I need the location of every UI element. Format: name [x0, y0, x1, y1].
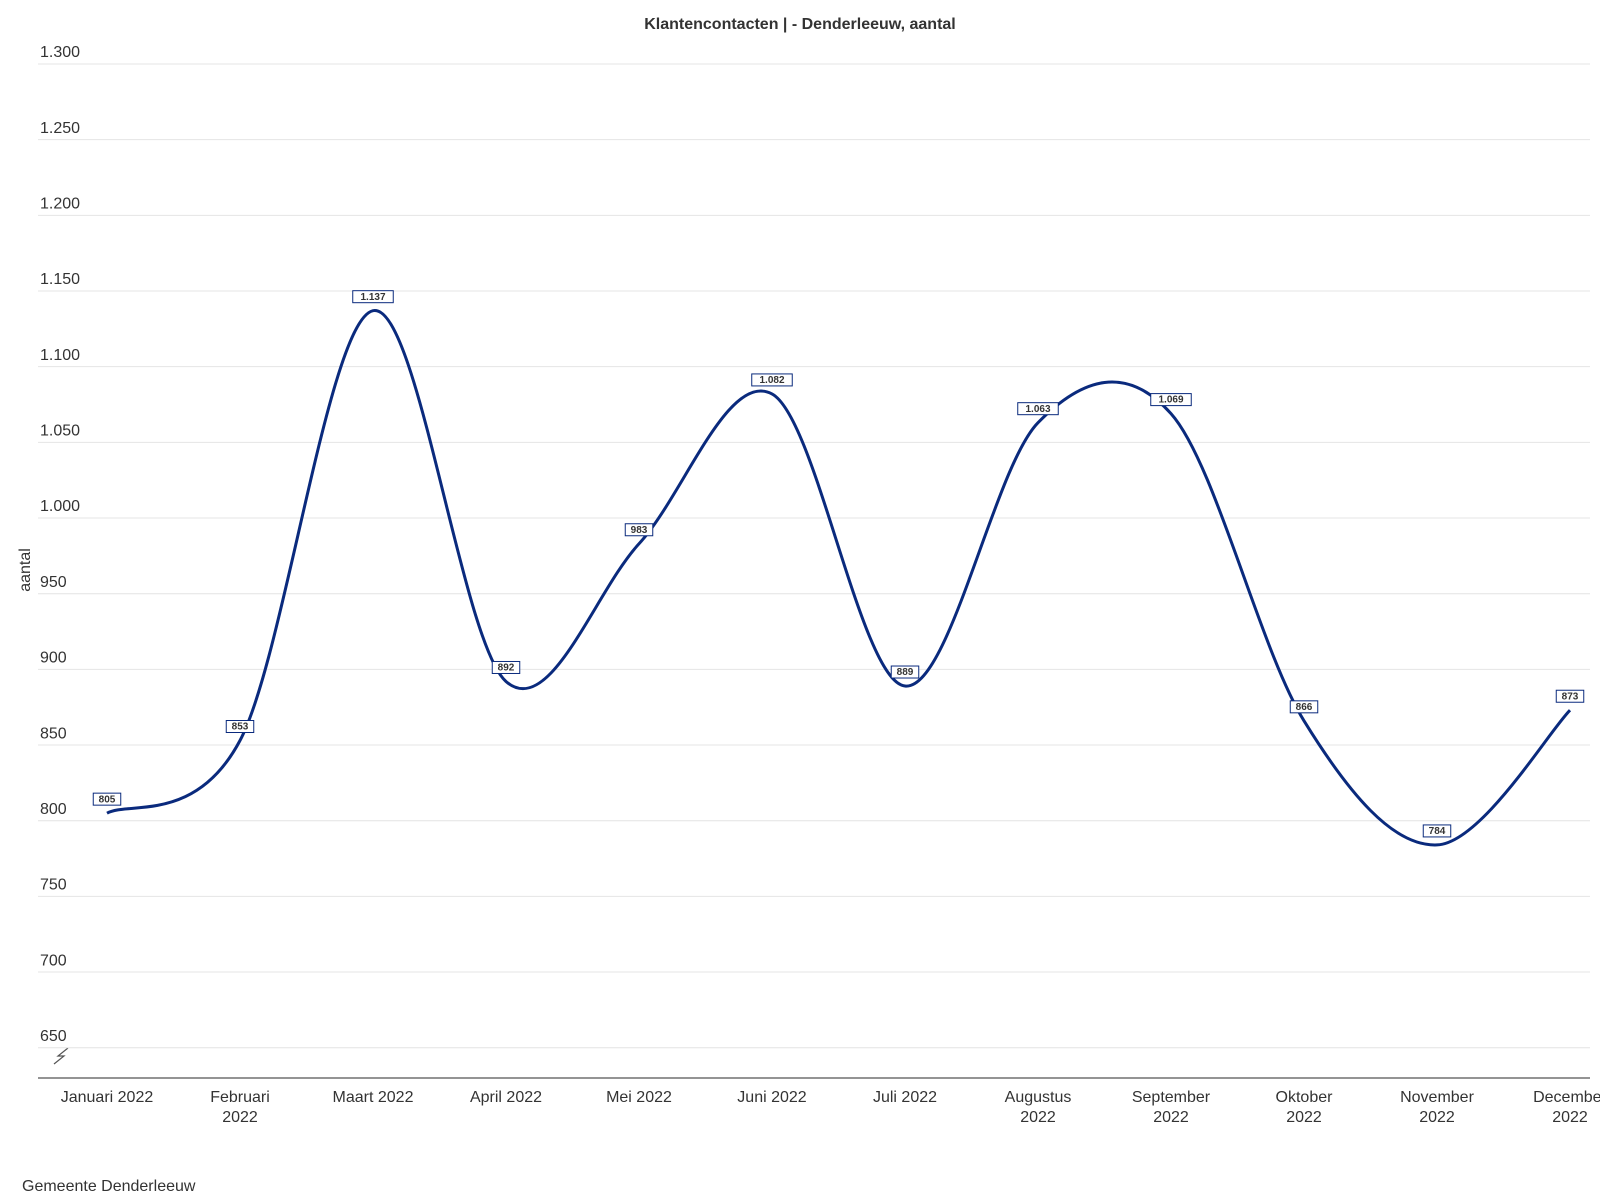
y-tick-label: 650: [40, 1028, 67, 1045]
y-tick-label: 800: [40, 801, 67, 818]
data-label: 873: [1562, 691, 1579, 702]
y-tick-label: 1.150: [40, 271, 80, 288]
x-tick-label: Mei 2022: [606, 1089, 672, 1106]
data-label: 866: [1296, 702, 1313, 713]
x-tick-label: Augustus 2022: [1004, 1089, 1072, 1126]
data-label-box: [491, 660, 521, 674]
data-label-box: [890, 665, 920, 679]
x-tick-label: Juli 2022: [872, 1089, 938, 1106]
data-label: 892: [498, 663, 515, 674]
x-tick-label: November 2022: [1400, 1089, 1474, 1126]
x-tick-label: Februari 2022: [210, 1089, 270, 1126]
y-tick-label: 1.250: [40, 120, 80, 137]
data-label: 853: [232, 722, 249, 733]
data-label-box: [92, 792, 122, 806]
data-label-box: [1150, 393, 1192, 407]
x-tick-label: April 2022: [469, 1089, 543, 1106]
line: [106, 309, 1572, 847]
axis-break: [53, 1047, 69, 1065]
data-label: 1.063: [1025, 404, 1050, 415]
data-label: 805: [99, 794, 116, 805]
x-tick-label: Juni 2022: [737, 1089, 807, 1106]
data-label-box: [1422, 824, 1452, 838]
x-tick-label: Januari 2022: [60, 1089, 154, 1106]
y-tick-label: 850: [40, 725, 67, 742]
y-tick-label: 950: [40, 574, 67, 591]
data-label-box: [1555, 689, 1585, 703]
y-tick-label: 700: [40, 952, 67, 969]
data-label-box: [624, 523, 654, 537]
y-tick-label: 1.200: [40, 196, 80, 213]
x-tick-label: September 2022: [1131, 1089, 1211, 1126]
x-tick-label: Maart 2022: [332, 1089, 414, 1106]
y-tick-label: 900: [40, 650, 67, 667]
x-tick-label: Oktober 2022: [1275, 1089, 1333, 1126]
x-tick-label: December 2022: [1533, 1089, 1600, 1126]
data-label-box: [1289, 700, 1319, 714]
data-label: 1.069: [1158, 395, 1183, 406]
y-tick-label: 1.050: [40, 423, 80, 440]
data-label-box: [1017, 402, 1059, 416]
source: Gemeente Denderleeuw: [22, 1178, 196, 1195]
data-label-box: [225, 720, 255, 734]
y-tick-label: 1.000: [40, 498, 80, 515]
y-tick-label: 1.100: [40, 347, 80, 364]
data-label-box: [352, 290, 394, 304]
chart-title: Klantencontacten | - Denderleeuw, aantal: [644, 16, 956, 33]
data-label: 1.082: [759, 375, 784, 386]
data-label: 1.137: [360, 292, 385, 303]
y-axis-title: aantal: [17, 548, 34, 592]
y-tick-label: 1.300: [40, 44, 80, 61]
y-tick-label: 750: [40, 877, 67, 894]
data-label: 983: [631, 525, 648, 536]
data-label: 889: [897, 667, 914, 678]
data-label-box: [751, 373, 793, 387]
data-label: 784: [1429, 826, 1446, 837]
